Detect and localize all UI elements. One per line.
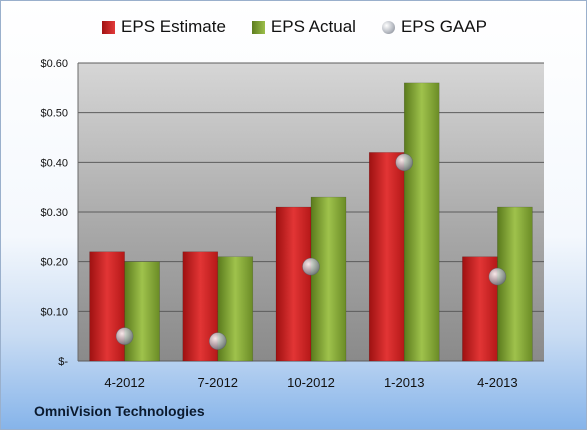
x-axis-labels: 4-2012 7-2012 10-2012 1-2013 4-2013 [104, 375, 517, 390]
bar-eps-estimate [275, 206, 312, 362]
bar-eps-actual [124, 261, 160, 362]
legend-label-eps-gaap: EPS GAAP [400, 17, 487, 36]
legend-label-eps-estimate: EPS Estimate [121, 17, 226, 36]
x-tick-label: 7-2012 [198, 375, 238, 390]
legend-swatch-eps-estimate [102, 20, 116, 34]
y-tick-label: $0.20 [40, 257, 68, 269]
bars [89, 82, 533, 362]
y-tick-label: $0.60 [40, 58, 68, 70]
marker-eps-gaap [395, 153, 414, 172]
x-tick-label: 1-2013 [384, 375, 424, 390]
company-name: OmniVision Technologies [34, 403, 205, 419]
x-tick-label: 4-2012 [104, 375, 144, 390]
bar-eps-actual [310, 196, 347, 362]
y-tick-label: $0.50 [40, 108, 68, 120]
y-tick-label: $0.10 [40, 306, 68, 318]
bar-eps-estimate [368, 152, 405, 362]
bar-eps-actual [497, 206, 533, 362]
bar-eps-actual [403, 82, 440, 362]
legend-swatch-eps-gaap [381, 20, 395, 34]
y-axis-ticks: $- $0.10 $0.20 $0.30 $0.40 $0.50 $0.60 [40, 58, 68, 368]
legend-item-eps-estimate: EPS Estimate [102, 17, 226, 37]
legend-swatch-eps-actual [251, 20, 265, 34]
legend-item-eps-actual: EPS Actual [251, 17, 356, 37]
y-tick-label: $- [58, 356, 68, 368]
marker-eps-gaap [302, 257, 320, 276]
marker-eps-gaap [488, 267, 507, 286]
y-tick-label: $0.40 [40, 157, 68, 169]
bar-eps-estimate [89, 251, 125, 362]
y-tick-label: $0.30 [40, 207, 68, 219]
legend: EPS Estimate EPS Actual EPS GAAP [1, 17, 587, 37]
legend-label-eps-actual: EPS Actual [270, 17, 356, 36]
marker-eps-gaap [209, 332, 227, 350]
gaap-markers [115, 153, 507, 350]
x-tick-label: 10-2012 [287, 375, 335, 390]
legend-item-eps-gaap: EPS GAAP [381, 17, 487, 37]
marker-eps-gaap [115, 327, 134, 345]
x-tick-label: 4-2013 [477, 375, 517, 390]
